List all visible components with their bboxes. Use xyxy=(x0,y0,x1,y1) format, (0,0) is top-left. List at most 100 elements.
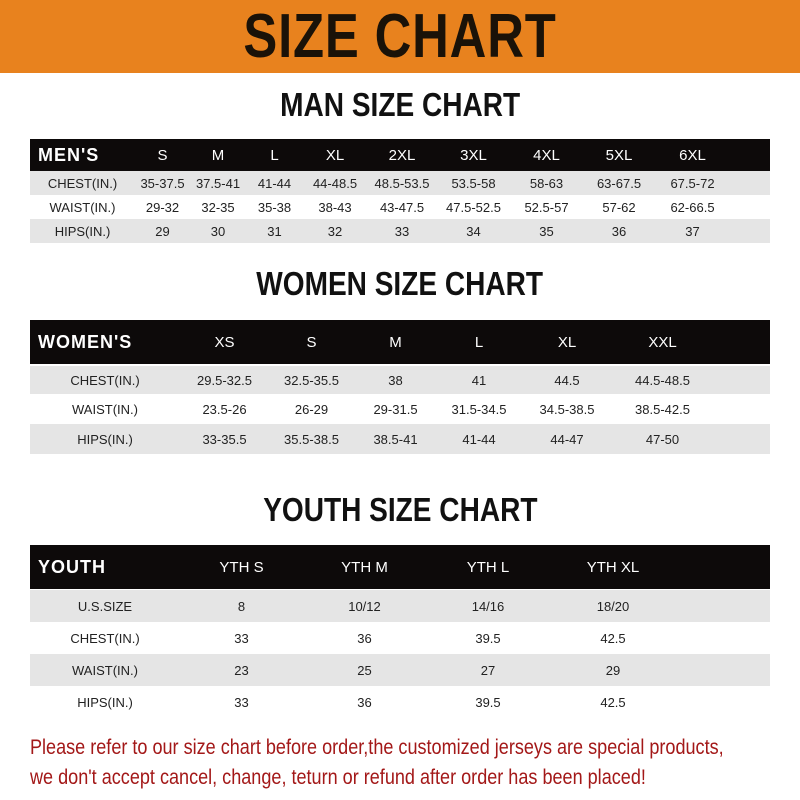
table-cell: 41-44 xyxy=(257,175,292,191)
row-label: WAIST(IN.) xyxy=(72,662,138,678)
table-cell: 2XL xyxy=(388,146,416,164)
table-cell: YTH XL xyxy=(586,558,640,576)
table-cell: 36 xyxy=(357,630,372,646)
row-label: YOUTH xyxy=(38,556,106,577)
table-cell: 4XL xyxy=(533,146,560,164)
table-cell: 39.5 xyxy=(475,694,501,710)
table-cell: 44.5 xyxy=(554,372,580,388)
table-cell: 41 xyxy=(471,372,487,388)
table-cell: 41-44 xyxy=(462,431,496,447)
women-title: WOMEN SIZE CHART xyxy=(256,265,544,302)
row-label: WOMEN'S xyxy=(38,331,133,352)
table-cell: 29-31.5 xyxy=(373,401,418,417)
table-cell: 8 xyxy=(237,598,246,614)
table-cell: 44-48.5 xyxy=(312,175,358,191)
row-label: CHEST(IN.) xyxy=(47,175,118,191)
table-cell: 33-35.5 xyxy=(202,431,247,447)
table-cell: L xyxy=(270,146,279,164)
table-cell: S xyxy=(157,146,168,164)
table-cell: 33 xyxy=(234,630,249,646)
table-cell: M xyxy=(211,146,225,164)
table-cell: 27 xyxy=(480,662,496,678)
men-title: MAN SIZE CHART xyxy=(280,86,520,123)
table-cell: 29 xyxy=(155,223,170,239)
row-label: HIPS(IN.) xyxy=(77,431,133,447)
table-cell: 53.5-58 xyxy=(451,175,496,191)
table-cell: 58-63 xyxy=(529,175,564,191)
table-cell: 5XL xyxy=(605,146,633,164)
row-label: WAIST(IN.) xyxy=(72,401,138,417)
table-row: CHEST(IN.) 33 36 39.5 42.5 xyxy=(30,622,770,654)
table-row: CHEST(IN.) 29.5-32.5 32.5-35.5 38 41 44.5 44.5… xyxy=(30,366,770,394)
row-label: WAIST(IN.) xyxy=(49,199,116,215)
row-label: HIPS(IN.) xyxy=(77,694,133,710)
table-cell: 43-47.5 xyxy=(379,199,425,215)
table-cell: 57-62 xyxy=(602,199,636,215)
table-cell: 47.5-52.5 xyxy=(446,199,501,215)
table-cell: 29-32 xyxy=(145,199,180,215)
table-row: HIPS(IN.) 29 30 31 32 33 34 35 36 37 xyxy=(30,219,770,243)
table-cell: 39.5 xyxy=(475,630,501,646)
table-cell: 32-35 xyxy=(201,199,235,215)
row-label: HIPS(IN.) xyxy=(54,223,111,239)
table-cell: 63-67.5 xyxy=(596,175,642,191)
table-cell: 14/16 xyxy=(471,598,505,614)
table-cell: 35 xyxy=(539,223,554,239)
table-cell: 29.5-32.5 xyxy=(197,372,252,388)
table-cell: 34.5-38.5 xyxy=(539,401,595,417)
size-chart-banner: SIZE CHART xyxy=(0,0,800,73)
table-cell: 35-37.5 xyxy=(140,175,185,191)
table-header-row: YOUTH YTH S YTH M YTH L YTH XL xyxy=(30,545,770,589)
table-row: WAIST(IN.) 29-32 32-35 35-38 38-43 43-47.5 47.… xyxy=(30,195,770,219)
table-cell: 34 xyxy=(466,223,481,239)
table-cell: 52.5-57 xyxy=(524,199,569,215)
table-cell: 38.5-41 xyxy=(373,431,418,447)
women-size-table: WOMEN'S XS S M L XL XXL CHEST(IN.) 29.5-32.5 32.5… xyxy=(30,320,770,454)
table-cell: 30 xyxy=(210,223,226,239)
table-cell: 38-43 xyxy=(318,199,352,215)
table-cell: 38 xyxy=(388,372,403,388)
table-cell: 33 xyxy=(234,694,249,710)
table-cell: 23 xyxy=(234,662,249,678)
table-cell: 25 xyxy=(357,662,372,678)
table-row: CHEST(IN.) 35-37.5 37.5-41 41-44 44-48.5 48.5… xyxy=(30,171,770,195)
table-cell: 33 xyxy=(394,223,410,239)
table-row: HIPS(IN.) 33 36 39.5 42.5 xyxy=(30,686,770,718)
table-cell: 42.5 xyxy=(600,694,626,710)
table-cell: XL xyxy=(325,146,345,164)
table-row: WAIST(IN.) 23.5-26 26-29 29-31.5 31.5-34.5 34… xyxy=(30,394,770,424)
table-cell: XS xyxy=(214,333,235,351)
youth-size-table: YOUTH YTH S YTH M YTH L YTH XL U.S.SIZE 8 10/12… xyxy=(30,545,770,718)
table-cell: 44-47 xyxy=(550,431,584,447)
table-cell: 37 xyxy=(685,223,700,239)
table-cell: 23.5-26 xyxy=(202,401,247,417)
table-header-row: MEN'S S M L XL 2XL 3XL 4XL 5XL 6XL xyxy=(30,139,770,171)
table-cell: 36 xyxy=(611,223,627,239)
table-cell: YTH M xyxy=(341,558,388,576)
table-cell: 67.5-72 xyxy=(670,175,715,191)
table-cell: S xyxy=(306,333,317,351)
men-size-table: MEN'S S M L XL 2XL 3XL 4XL 5XL 6XL CHEST(IN.) 35-37… xyxy=(30,139,770,243)
table-cell: 37.5-41 xyxy=(195,175,241,191)
table-cell: 48.5-53.5 xyxy=(374,175,430,191)
table-cell: 32.5-35.5 xyxy=(284,372,339,388)
table-row: U.S.SIZE 8 10/12 14/16 18/20 xyxy=(30,590,770,622)
row-label: MEN'S xyxy=(38,144,100,165)
table-row: WAIST(IN.) 23 25 27 29 xyxy=(30,654,770,686)
table-cell: 26-29 xyxy=(294,401,329,417)
row-label: CHEST(IN.) xyxy=(70,372,140,388)
banner-title: SIZE CHART xyxy=(243,2,557,71)
table-cell: 62-66.5 xyxy=(670,199,715,215)
order-note: Please refer to our size chart before or… xyxy=(30,733,800,793)
table-cell: 47-50 xyxy=(645,431,680,447)
table-cell: 3XL xyxy=(460,146,487,164)
table-cell: 44.5-48.5 xyxy=(635,372,690,388)
table-cell: 42.5 xyxy=(600,630,626,646)
table-cell: XXL xyxy=(648,333,677,351)
table-cell: 31 xyxy=(267,223,282,239)
note-line-2: we don't accept cancel, change, teturn o… xyxy=(30,766,646,789)
table-header-row: WOMEN'S XS S M L XL XXL xyxy=(30,320,770,364)
row-label: CHEST(IN.) xyxy=(70,630,140,646)
table-cell: 18/20 xyxy=(596,598,630,614)
table-cell: 31.5-34.5 xyxy=(451,401,507,417)
